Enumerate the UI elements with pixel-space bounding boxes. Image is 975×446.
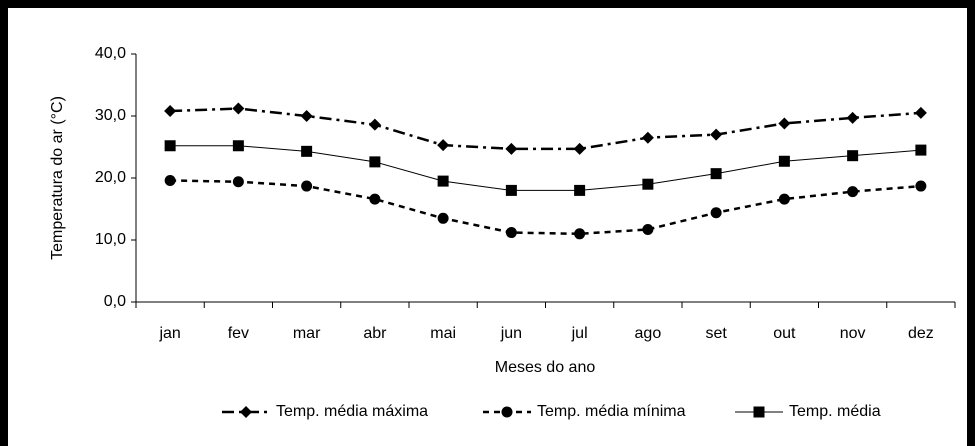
series-line [170,179,921,236]
y-tick-label: 0,0 [104,293,126,310]
x-tick-label: out [773,325,796,342]
marker [778,155,790,167]
marker [369,193,381,205]
legend-marker [240,406,252,418]
legend-label: Temp. média mínima [537,403,686,420]
marker [574,184,586,196]
marker [505,142,518,155]
x-tick-label: abr [363,325,387,342]
x-tick-label: jul [571,325,588,342]
marker [369,156,381,168]
marker [232,140,244,152]
x-tick-label: fev [228,325,249,342]
marker [437,139,450,152]
legend-label: Temp. média máxima [276,403,428,420]
marker [164,140,176,152]
marker [847,150,859,162]
x-tick-label: mai [430,325,456,342]
x-tick-label: jun [500,325,522,342]
marker [232,102,245,115]
marker [847,186,859,198]
legend-label: Temp. média [789,403,881,420]
marker [710,168,722,180]
marker [300,110,313,122]
y-tick-label: 10,0 [95,231,126,248]
marker [437,175,449,187]
marker [505,184,517,196]
marker [915,180,927,192]
marker [778,117,791,130]
x-tick-label: mar [293,325,321,342]
marker [573,142,586,155]
marker [642,178,654,190]
marker [232,176,244,188]
marker [301,180,313,192]
x-tick-label: nov [840,325,866,342]
legend-marker [753,406,765,418]
x-tick-label: set [705,325,727,342]
x-tick-label: ago [635,325,662,342]
marker [437,212,449,224]
marker [505,227,517,239]
marker [778,193,790,205]
series-line [170,107,921,151]
series-line [170,145,921,191]
marker [710,207,722,219]
marker [710,128,723,141]
marker [574,228,586,240]
legend-marker [501,406,513,418]
marker [641,131,654,144]
y-tick-label: 30,0 [95,107,126,124]
marker [642,223,654,235]
marker [368,118,381,131]
marker [301,145,313,157]
marker [164,105,177,118]
marker [915,144,927,156]
y-tick-label: 40,0 [95,45,126,62]
y-tick-label: 20,0 [95,169,126,186]
marker [846,111,859,124]
y-axis-label: Temperatura do ar (°C) [49,96,66,260]
marker [914,106,927,119]
x-tick-label: dez [908,325,934,342]
x-axis-label: Meses do ano [495,359,596,376]
x-tick-label: jan [158,325,180,342]
marker [164,174,176,186]
